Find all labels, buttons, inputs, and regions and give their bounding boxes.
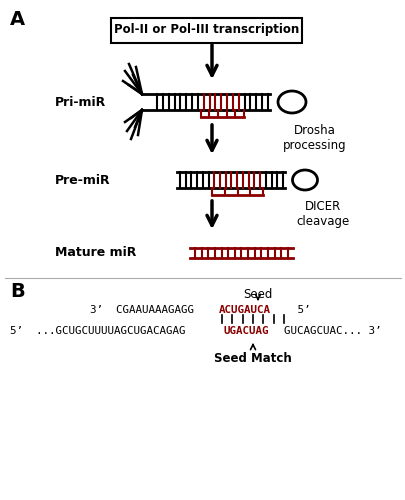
Text: ACUGAUCA: ACUGAUCA [218,305,270,315]
Text: B: B [10,282,25,301]
Text: Pre-miR: Pre-miR [55,174,110,186]
FancyBboxPatch shape [111,18,302,42]
Text: Seed: Seed [243,288,272,301]
Text: DICER
cleavage: DICER cleavage [296,200,349,228]
Text: 5’: 5’ [290,305,310,315]
Text: Pol-II or Pol-III transcription: Pol-II or Pol-III transcription [114,24,299,36]
Text: UGACUAG: UGACUAG [224,326,269,336]
Text: 3’  CGAAUAAAGAGG: 3’ CGAAUAAAGAGG [90,305,194,315]
Text: Pri-miR: Pri-miR [55,96,106,108]
Text: Drosha
processing: Drosha processing [283,124,346,152]
Text: A: A [10,10,25,29]
Text: Seed Match: Seed Match [213,352,291,365]
Text: 5’  ...GCUGCUUUUAGCUGACAGAG: 5’ ...GCUGCUUUUAGCUGACAGAG [10,326,185,336]
Text: Mature miR: Mature miR [55,246,136,260]
Text: GUCAGCUAC... 3’: GUCAGCUAC... 3’ [284,326,381,336]
